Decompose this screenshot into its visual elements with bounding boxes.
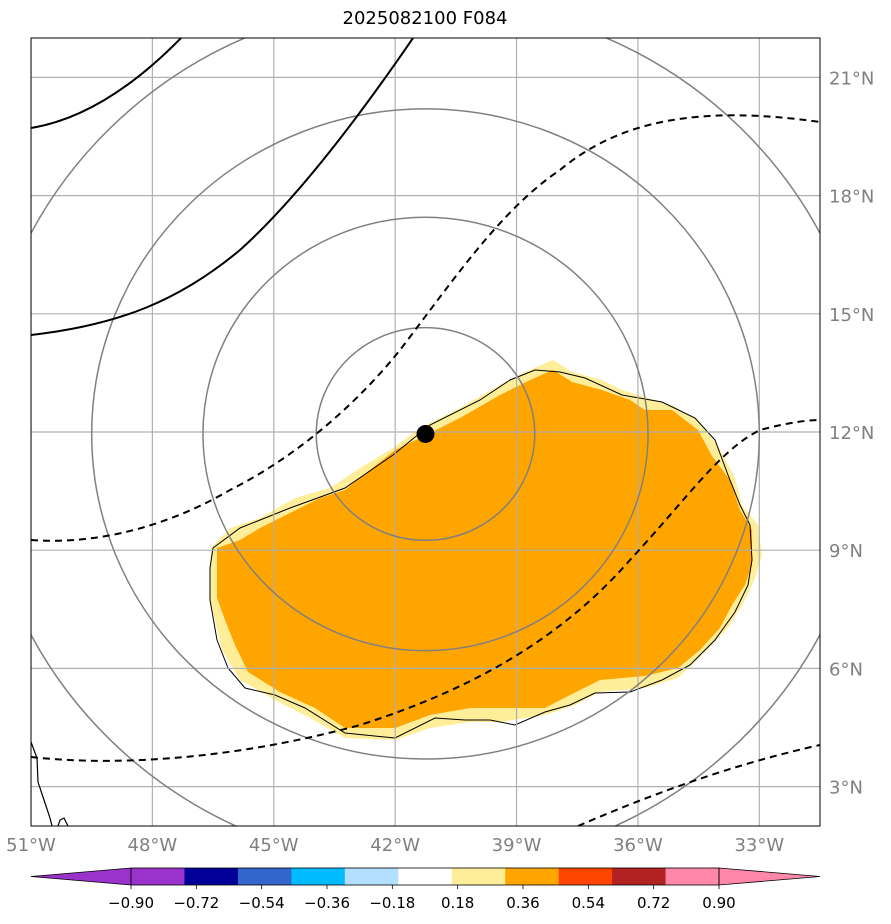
lat-label-2: 9°N	[829, 541, 863, 562]
lat-label-0: 3°N	[829, 778, 863, 799]
colorbar-label-4: −0.18	[369, 894, 415, 912]
colorbar-label-7: 0.54	[572, 894, 605, 912]
coastline	[31, 741, 69, 826]
range-ring-0	[315, 326, 536, 542]
dashed-contour-1	[31, 114, 820, 542]
colorbar-label-5: 0.18	[441, 894, 474, 912]
lat-label-4: 15°N	[829, 305, 874, 326]
anomaly-contour	[209, 369, 753, 739]
range-ring-2	[90, 108, 761, 760]
colorbar-segment-5	[398, 868, 453, 885]
colorbar-label-1: −0.72	[173, 894, 219, 912]
range-rings	[31, 38, 820, 826]
lon-label-4: 39°W	[492, 835, 542, 856]
colorbar-label-2: −0.54	[239, 894, 285, 912]
colorbar-segment-9	[612, 868, 667, 885]
map-title: 2025082100 F084	[342, 8, 508, 29]
colorbar-label-8: 0.72	[637, 894, 670, 912]
dashed-contour-3	[577, 744, 820, 826]
lat-label-3: 12°N	[829, 423, 874, 444]
lon-label-6: 33°W	[734, 835, 784, 856]
colorbar-segment-0	[131, 868, 185, 885]
lon-label-1: 48°W	[128, 835, 178, 856]
longitude-labels: 51°W 48°W 45°W 42°W 39°W 36°W 33°W	[6, 835, 784, 856]
colorbar-outline	[130, 867, 720, 886]
graticule	[31, 38, 820, 826]
colorbar-segment-1	[184, 868, 239, 885]
lat-label-5: 18°N	[829, 187, 874, 208]
range-ring-1	[202, 216, 649, 652]
latitude-labels: 3°N 6°N 9°N 12°N 15°N 18°N 21°N	[829, 68, 874, 798]
lat-label-6: 21°N	[829, 68, 874, 89]
lat-label-1: 6°N	[829, 659, 863, 680]
colorbar-segment-8	[558, 868, 613, 885]
solid-contour-2	[31, 38, 414, 336]
storm-center-marker	[416, 424, 435, 443]
colorbar-label-0: −0.90	[108, 894, 154, 912]
lon-label-2: 45°W	[249, 835, 299, 856]
colorbar: −0.90 −0.72 −0.54 −0.36 −0.18 0.18 0.36 0.54 0.7…	[30, 867, 821, 912]
lon-label-5: 36°W	[613, 835, 663, 856]
colorbar-segment-7	[505, 868, 560, 885]
colorbar-extend-high	[718, 867, 821, 886]
colorbar-segment-2	[237, 868, 292, 885]
colorbar-segment-10	[665, 868, 720, 885]
map-frame	[30, 37, 821, 827]
colorbar-segment-6	[451, 868, 506, 885]
lon-label-3: 42°W	[370, 835, 420, 856]
colorbar-label-3: −0.36	[304, 894, 350, 912]
colorbar-segment-3	[291, 868, 346, 885]
lon-label-0: 51°W	[6, 835, 56, 856]
solid-contour-1	[31, 38, 182, 129]
colorbar-segment-4	[344, 868, 399, 885]
colorbar-label-9: 0.90	[702, 894, 735, 912]
colorbar-label-6: 0.36	[506, 894, 539, 912]
dashed-contour-2	[31, 419, 820, 762]
colorbar-extend-low	[30, 867, 132, 886]
